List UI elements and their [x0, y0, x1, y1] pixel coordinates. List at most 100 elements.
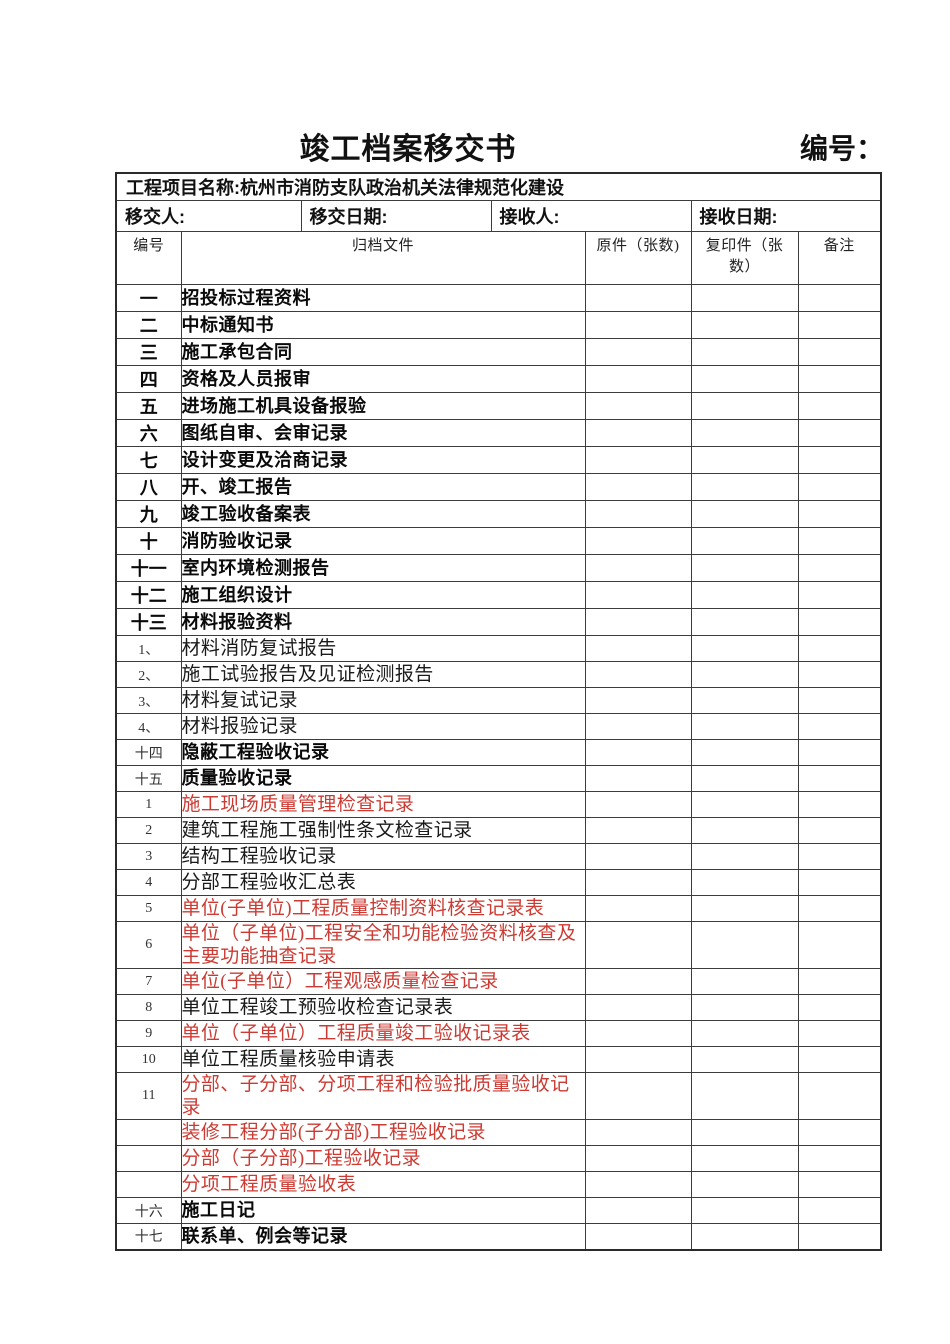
table-row: 11 分部、子分部、分项工程和检验批质量验收记录: [115, 1072, 882, 1120]
remark-cell: [797, 554, 882, 582]
copy-count-cell: [690, 1046, 799, 1073]
receive-date-field: 接收日期:: [690, 200, 882, 232]
row-number-cell: 8: [115, 994, 182, 1021]
copy-count-cell: [690, 921, 799, 969]
copy-count-cell: [690, 284, 799, 312]
copy-count-cell: [690, 1171, 799, 1198]
row-number-cell: 十二: [115, 581, 182, 609]
row-file-title: 联系单、例会等记录: [180, 1223, 586, 1250]
number-label: 编号：: [799, 133, 884, 164]
original-count-cell: [584, 869, 692, 896]
remark-cell: [797, 419, 882, 447]
row-file-title: 中标通知书: [180, 311, 586, 339]
original-count-cell: [584, 446, 692, 474]
remark-cell: [797, 581, 882, 609]
table-row: 一招投标过程资料: [115, 284, 882, 312]
copy-count-cell: [690, 473, 799, 501]
col-header-file: 归档文件: [180, 231, 586, 285]
table-row: 五进场施工机具设备报验: [115, 392, 882, 420]
remark-cell: [797, 713, 882, 740]
row-file-title: 材料消防复试报告: [180, 635, 586, 662]
row-file-title: 单位(子单位)工程质量控制资料核查记录表: [180, 895, 586, 922]
copy-count-cell: [690, 791, 799, 818]
table-row: 7 单位(子单位）工程观感质量检查记录: [115, 968, 882, 995]
row-number-cell: [115, 1145, 182, 1172]
copy-count-cell: [690, 687, 799, 714]
original-count-cell: [584, 817, 692, 844]
original-count-cell: [584, 1145, 692, 1172]
table-row: 十消防验收记录: [115, 527, 882, 555]
row-number-cell: 十四: [115, 739, 182, 766]
table-row: 9 单位（子单位）工程质量竣工验收记录表: [115, 1020, 882, 1047]
original-count-cell: [584, 635, 692, 662]
row-number-cell: 3、: [115, 687, 182, 714]
row-file-title: 招投标过程资料: [180, 284, 586, 312]
remark-cell: [797, 1046, 882, 1073]
row-file-title: 施工组织设计: [180, 581, 586, 609]
row-number-cell: 一: [115, 284, 182, 312]
table-row: 六图纸自审、会审记录: [115, 419, 882, 447]
copy-count-cell: [690, 338, 799, 366]
row-file-title: 单位(子单位）工程观感质量检查记录: [180, 968, 586, 995]
row-file-title: 设计变更及洽商记录: [180, 446, 586, 474]
table-row: 2 建筑工程施工强制性条文检查记录: [115, 817, 882, 844]
row-number-cell: 2: [115, 817, 182, 844]
copy-count-cell: [690, 1197, 799, 1224]
original-count-cell: [584, 365, 692, 393]
remark-cell: [797, 791, 882, 818]
row-file-title: 分部（子分部)工程验收记录: [180, 1145, 586, 1172]
table-row: 4、 材料报验记录: [115, 713, 882, 740]
table-row: 十五 质量验收记录: [115, 765, 882, 792]
table-row: 装修工程分部(子分部)工程验收记录: [115, 1119, 882, 1146]
row-file-title: 消防验收记录: [180, 527, 586, 555]
copy-count-cell: [690, 843, 799, 870]
row-file-title: 进场施工机具设备报验: [180, 392, 586, 420]
row-file-title: 施工日记: [180, 1197, 586, 1224]
row-number-cell: 11: [115, 1072, 182, 1120]
table-row: 四资格及人员报审: [115, 365, 882, 393]
receiver-field: 接收人:: [490, 200, 692, 232]
remark-cell: [797, 1145, 882, 1172]
row-number-cell: [115, 1119, 182, 1146]
copy-count-cell: [690, 1223, 799, 1250]
original-count-cell: [584, 739, 692, 766]
row-number-cell: 八: [115, 473, 182, 501]
row-number-cell: 1: [115, 791, 182, 818]
table-row: 分项工程质量验收表: [115, 1171, 882, 1198]
row-number-cell: 7: [115, 968, 182, 995]
row-file-title: 材料复试记录: [180, 687, 586, 714]
transfer-date-field: 移交日期:: [300, 200, 492, 232]
row-file-title: 开、竣工报告: [180, 473, 586, 501]
original-count-cell: [584, 527, 692, 555]
table-row: 十二 施工组织设计: [115, 581, 882, 609]
original-count-cell: [584, 1046, 692, 1073]
row-number-cell: 十六: [115, 1197, 182, 1224]
remark-cell: [797, 765, 882, 792]
row-file-title: 单位（子单位）工程质量竣工验收记录表: [180, 1020, 586, 1047]
row-file-title: 单位（子单位)工程安全和功能检验资料核查及主要功能抽查记录: [180, 921, 586, 969]
original-count-cell: [584, 994, 692, 1021]
copy-count-cell: [690, 311, 799, 339]
remark-cell: [797, 608, 882, 636]
copy-count-cell: [690, 1119, 799, 1146]
row-number-cell: 三: [115, 338, 182, 366]
col-header-copy: 复印件（张数）: [690, 231, 799, 285]
original-count-cell: [584, 1119, 692, 1146]
row-number-cell: 十三: [115, 608, 182, 636]
original-count-cell: [584, 661, 692, 688]
copy-count-cell: [690, 994, 799, 1021]
copy-count-cell: [690, 635, 799, 662]
original-count-cell: [584, 791, 692, 818]
row-file-title: 施工现场质量管理检查记录: [180, 791, 586, 818]
remark-cell: [797, 895, 882, 922]
row-file-title: 竣工验收备案表: [180, 500, 586, 528]
col-header-number: 编号: [115, 231, 182, 285]
row-file-title: 单位工程质量核验申请表: [180, 1046, 586, 1073]
remark-cell: [797, 843, 882, 870]
original-count-cell: [584, 419, 692, 447]
remark-cell: [797, 284, 882, 312]
row-number-cell: 3: [115, 843, 182, 870]
table-row: 8 单位工程竣工预验收检查记录表: [115, 994, 882, 1021]
original-count-cell: [584, 608, 692, 636]
remark-cell: [797, 311, 882, 339]
